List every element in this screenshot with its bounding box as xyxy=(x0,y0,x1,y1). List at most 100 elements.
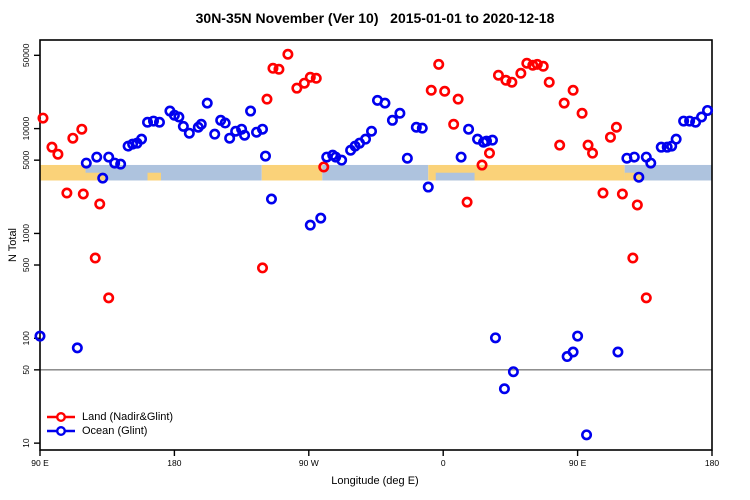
data-point-ocean xyxy=(136,133,148,145)
y-tick-label: 1000 xyxy=(21,224,31,243)
data-point-ocean xyxy=(177,120,189,132)
data-point-land xyxy=(483,147,495,159)
data-point-ocean xyxy=(71,342,83,354)
data-point-ocean xyxy=(670,133,682,145)
data-point-ocean xyxy=(696,111,708,123)
data-point-ocean xyxy=(410,121,422,133)
data-point-ocean xyxy=(379,97,391,109)
data-point-land xyxy=(582,139,594,151)
surface-band-ocean xyxy=(85,164,262,181)
data-point-ocean xyxy=(366,125,378,137)
data-point-land xyxy=(282,48,294,60)
data-point-land xyxy=(67,132,79,144)
legend-label-land: Land (Nadir&Glint) xyxy=(82,411,174,423)
data-point-ocean xyxy=(109,157,121,169)
y-tick-label: 100 xyxy=(21,331,31,345)
data-point-ocean xyxy=(230,125,242,137)
y-tick-label: 10 xyxy=(21,438,31,448)
y-tick-label: 50000 xyxy=(21,43,31,67)
surface-band-ocean xyxy=(322,164,429,181)
coast-patch-land xyxy=(624,172,642,181)
data-point-land xyxy=(587,147,599,159)
x-tick-label: 90 W xyxy=(299,458,319,468)
x-tick-label: 180 xyxy=(705,458,719,468)
data-point-land xyxy=(103,292,115,304)
data-point-ocean xyxy=(401,152,413,164)
data-point-land xyxy=(543,76,555,88)
data-point-ocean xyxy=(183,127,195,139)
data-point-land xyxy=(558,97,570,109)
data-point-ocean xyxy=(612,346,624,358)
legend-item-ocean: Ocean (Glint) xyxy=(46,424,173,438)
data-point-land xyxy=(531,58,543,70)
x-axis-title: Longitude (deg E) xyxy=(331,475,419,487)
data-point-land xyxy=(77,188,89,200)
data-point-land xyxy=(61,187,73,199)
data-point-land xyxy=(94,198,106,210)
data-point-ocean xyxy=(690,116,702,128)
data-point-ocean xyxy=(360,133,372,145)
data-point-land xyxy=(521,57,533,69)
data-point-ocean xyxy=(34,330,46,342)
data-point-ocean xyxy=(581,429,593,441)
y-tick-label: 500 xyxy=(21,258,31,272)
data-point-land xyxy=(631,199,643,211)
data-point-ocean xyxy=(91,151,103,163)
data-point-land xyxy=(448,118,460,130)
data-point-ocean xyxy=(142,116,154,128)
data-point-land xyxy=(439,85,451,97)
data-point-ocean xyxy=(336,154,348,166)
data-point-ocean xyxy=(153,116,165,128)
data-point-ocean xyxy=(259,150,271,162)
data-point-land xyxy=(627,252,639,264)
data-point-ocean xyxy=(394,107,406,119)
surface-band-land xyxy=(261,164,323,181)
data-point-land xyxy=(46,141,58,153)
data-point-ocean xyxy=(97,172,109,184)
data-point-land xyxy=(461,196,473,208)
data-point-ocean xyxy=(567,346,579,358)
data-point-land xyxy=(554,139,566,151)
data-point-land xyxy=(604,131,616,143)
data-point-land xyxy=(425,84,437,96)
data-point-ocean xyxy=(257,123,269,135)
data-point-ocean xyxy=(245,105,257,117)
data-point-ocean xyxy=(147,115,159,127)
data-point-land xyxy=(433,58,445,70)
data-point-ocean xyxy=(498,383,510,395)
data-point-land xyxy=(52,148,64,160)
coast-patch-land xyxy=(147,172,161,181)
data-point-land xyxy=(304,71,316,83)
data-point-ocean xyxy=(219,117,231,129)
data-point-ocean xyxy=(386,114,398,126)
data-point-land xyxy=(476,159,488,171)
data-point-ocean xyxy=(486,134,498,146)
data-point-ocean xyxy=(224,132,236,144)
surface-band-land xyxy=(428,164,625,181)
data-point-land xyxy=(261,93,273,105)
data-point-land xyxy=(267,62,279,74)
data-point-land xyxy=(492,69,504,81)
x-tick-label: 180 xyxy=(167,458,181,468)
data-point-ocean xyxy=(195,118,207,130)
data-point-land xyxy=(452,93,464,105)
ocean-marker-icon xyxy=(47,426,75,436)
data-point-land xyxy=(537,60,549,72)
data-point-ocean xyxy=(209,128,221,140)
surface-band-ocean xyxy=(624,164,712,181)
data-point-land xyxy=(257,262,269,274)
surface-band-land xyxy=(40,164,86,181)
data-point-land xyxy=(616,188,628,200)
data-point-ocean xyxy=(304,219,316,231)
legend-label-ocean: Ocean (Glint) xyxy=(82,425,148,437)
data-point-ocean xyxy=(239,129,251,141)
data-point-ocean xyxy=(103,151,115,163)
data-point-ocean xyxy=(702,104,714,116)
data-point-land xyxy=(597,187,609,199)
data-point-ocean xyxy=(80,157,92,169)
data-point-land xyxy=(89,252,101,264)
data-point-ocean xyxy=(489,332,501,344)
data-point-land xyxy=(37,112,49,124)
data-point-ocean xyxy=(572,330,584,342)
